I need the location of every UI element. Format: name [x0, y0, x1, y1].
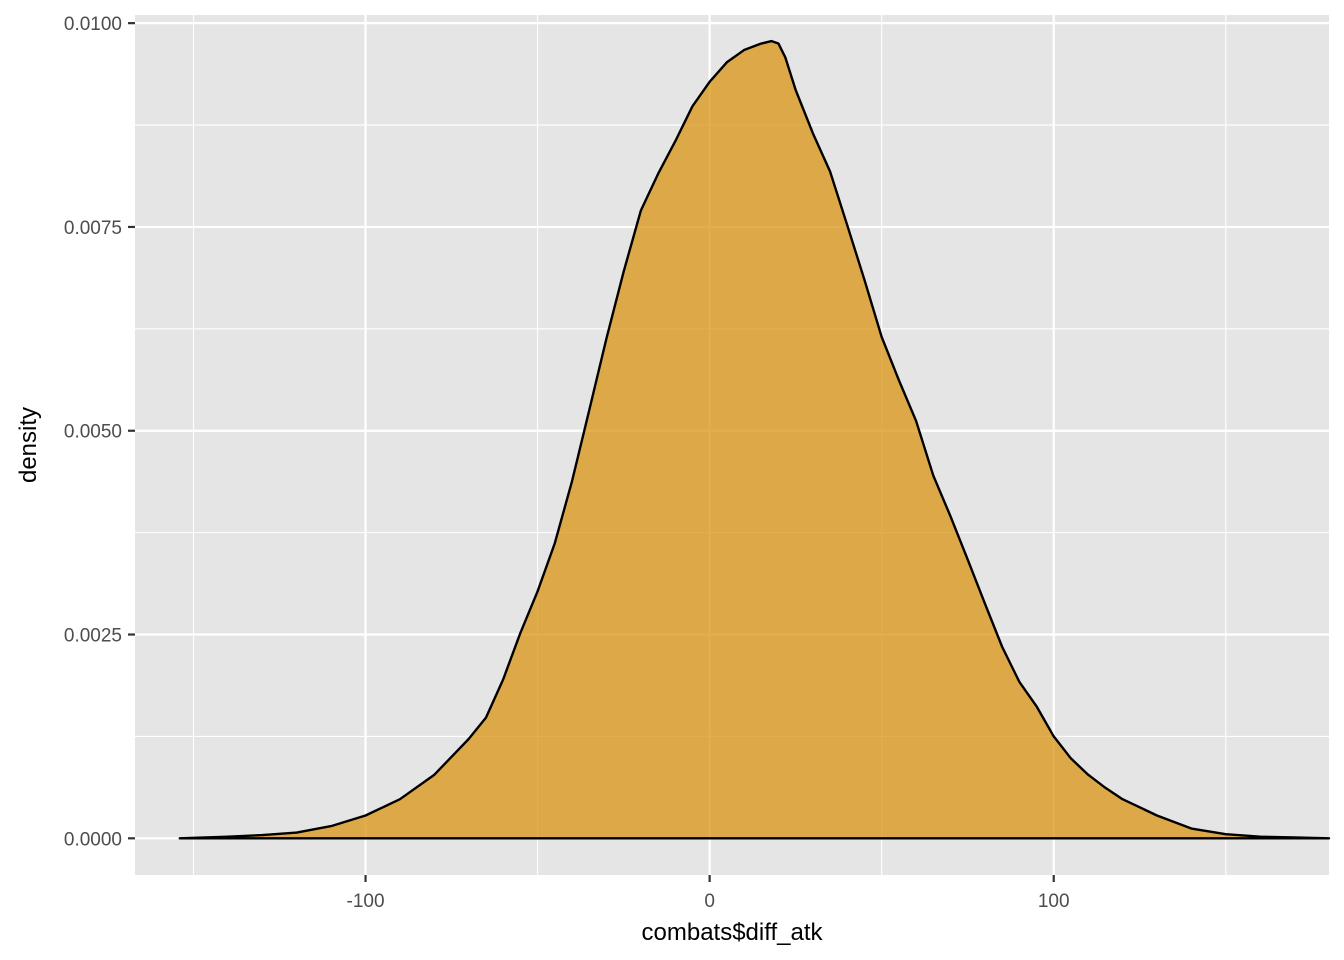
x-tick-label: 100 [1038, 891, 1070, 912]
y-tick-label: 0.0100 [64, 14, 122, 35]
y-axis-title: density [15, 407, 42, 483]
density-area [178, 39, 1331, 840]
y-tick-label: 0.0075 [64, 218, 122, 239]
y-tick-label: 0.0050 [64, 422, 122, 443]
y-tick-label: 0.0025 [64, 626, 122, 647]
axes: -100 0 100 0.0000 0.0025 0.0050 0.0075 0.0100 [64, 14, 1070, 912]
y-tick-label: 0.0000 [64, 829, 122, 850]
x-tick-label: -100 [347, 891, 385, 912]
x-tick-label: 0 [704, 891, 715, 912]
x-axis-title: combats$diff_atk [642, 919, 824, 946]
